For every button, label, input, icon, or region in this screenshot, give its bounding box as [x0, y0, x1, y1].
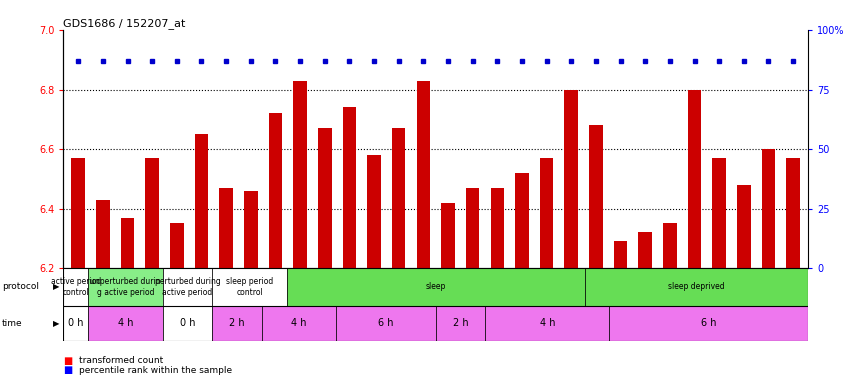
- Bar: [614, 242, 628, 268]
- Text: sleep deprived: sleep deprived: [668, 282, 724, 291]
- Bar: [162, 306, 212, 341]
- Bar: [63, 306, 88, 341]
- Text: ■: ■: [63, 356, 73, 366]
- Bar: [761, 149, 775, 268]
- Text: perturbed during
active period: perturbed during active period: [155, 277, 221, 297]
- Bar: [121, 217, 135, 268]
- Bar: [337, 306, 436, 341]
- Bar: [195, 134, 208, 268]
- Text: transformed count: transformed count: [79, 356, 163, 365]
- Bar: [589, 125, 602, 268]
- Bar: [688, 90, 701, 268]
- Text: time: time: [2, 319, 22, 328]
- Bar: [416, 81, 430, 268]
- Bar: [491, 188, 504, 268]
- Text: sleep period
control: sleep period control: [226, 277, 273, 297]
- Bar: [146, 158, 159, 268]
- Bar: [88, 268, 162, 306]
- Text: sleep: sleep: [426, 282, 446, 291]
- Bar: [787, 158, 800, 268]
- Text: percentile rank within the sample: percentile rank within the sample: [79, 366, 232, 375]
- Bar: [262, 306, 337, 341]
- Bar: [162, 268, 212, 306]
- Text: 4 h: 4 h: [292, 318, 307, 328]
- Bar: [442, 202, 455, 268]
- Bar: [219, 188, 233, 268]
- Text: 6 h: 6 h: [378, 318, 393, 328]
- Bar: [96, 200, 110, 268]
- Text: 4 h: 4 h: [118, 318, 133, 328]
- Bar: [466, 188, 480, 268]
- Bar: [392, 128, 405, 268]
- Bar: [212, 268, 287, 306]
- Bar: [63, 268, 88, 306]
- Text: active period
control: active period control: [51, 277, 101, 297]
- Bar: [540, 158, 553, 268]
- Bar: [515, 173, 529, 268]
- Text: GDS1686 / 152207_at: GDS1686 / 152207_at: [63, 18, 186, 29]
- Bar: [343, 107, 356, 268]
- Text: 2 h: 2 h: [229, 318, 245, 328]
- Text: 6 h: 6 h: [701, 318, 717, 328]
- Text: 2 h: 2 h: [453, 318, 469, 328]
- Bar: [71, 158, 85, 268]
- Bar: [88, 306, 162, 341]
- Text: 0 h: 0 h: [69, 318, 84, 328]
- Text: ▶: ▶: [53, 319, 60, 328]
- Bar: [170, 224, 184, 268]
- Bar: [244, 191, 257, 268]
- Bar: [287, 268, 585, 306]
- Bar: [639, 232, 652, 268]
- Bar: [712, 158, 726, 268]
- Bar: [318, 128, 332, 268]
- Bar: [269, 113, 283, 268]
- Bar: [737, 185, 750, 268]
- Bar: [436, 306, 486, 341]
- Bar: [609, 306, 808, 341]
- Bar: [585, 268, 808, 306]
- Bar: [212, 306, 262, 341]
- Text: protocol: protocol: [2, 282, 39, 291]
- Text: ▶: ▶: [53, 282, 60, 291]
- Text: 4 h: 4 h: [540, 318, 555, 328]
- Text: ■: ■: [63, 366, 73, 375]
- Text: 0 h: 0 h: [180, 318, 195, 328]
- Bar: [663, 224, 677, 268]
- Bar: [486, 306, 609, 341]
- Bar: [367, 155, 381, 268]
- Text: unperturbed durin
g active period: unperturbed durin g active period: [91, 277, 161, 297]
- Bar: [564, 90, 578, 268]
- Bar: [294, 81, 307, 268]
